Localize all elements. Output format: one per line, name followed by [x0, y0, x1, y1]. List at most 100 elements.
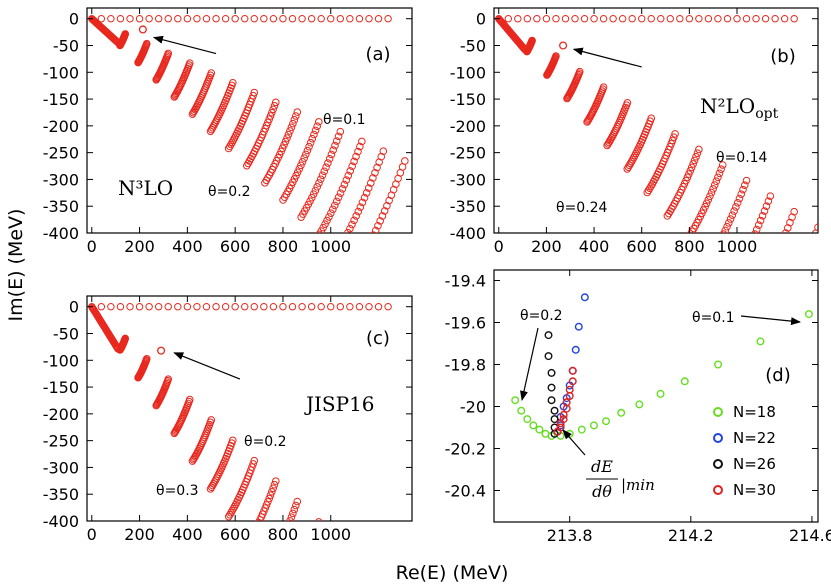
y-tick-label: -300 — [43, 170, 79, 189]
data-point — [164, 49, 173, 58]
data-point — [308, 193, 316, 202]
x-tick-label: 1000 — [717, 237, 758, 256]
data-point — [730, 207, 738, 215]
data-point — [209, 122, 218, 130]
data-point — [710, 181, 719, 189]
data-point — [107, 303, 115, 311]
y-tick-label: -400 — [43, 512, 79, 531]
y-tick-label: -50 — [53, 325, 79, 344]
data-point — [364, 184, 373, 192]
data-point-n-18 — [517, 406, 526, 415]
data-point — [279, 15, 287, 23]
data-point — [762, 202, 771, 210]
data-point — [754, 221, 763, 229]
data-point — [724, 219, 733, 227]
data-point — [643, 188, 652, 197]
panel-d: 213.8 214.2 214.6 -19.4-19.6-19.8-20-20.2-… — [445, 269, 831, 545]
panel-b-model-main: N²LO — [700, 94, 755, 118]
data-point-n-26 — [547, 383, 556, 392]
data-point — [352, 152, 360, 161]
data-point — [814, 223, 818, 232]
data-point — [260, 15, 268, 23]
data-point — [693, 149, 702, 157]
data-point — [289, 119, 297, 128]
data-point — [269, 303, 278, 311]
y-tick-label: 0 — [69, 10, 79, 29]
data-point — [271, 98, 280, 107]
data-point — [265, 494, 274, 503]
data-point — [164, 375, 173, 383]
y-tick-label: -300 — [450, 170, 486, 189]
data-point — [709, 185, 717, 193]
panel-a-label: (a) — [365, 44, 390, 65]
y-tick-label: -200 — [450, 117, 486, 136]
data-point — [624, 163, 633, 171]
data-point — [719, 230, 728, 233]
data-point — [346, 224, 354, 233]
data-point — [334, 132, 343, 141]
panel-a-arrow — [152, 35, 217, 55]
data-point — [336, 303, 345, 311]
y-tick-label: -20 — [460, 398, 486, 417]
data-point — [721, 226, 730, 233]
data-point — [758, 212, 767, 220]
data-point-n-26 — [547, 396, 556, 405]
data-point — [685, 15, 694, 23]
data-point — [358, 198, 367, 207]
data-point — [142, 355, 151, 363]
data-point — [638, 15, 646, 23]
data-point — [324, 159, 332, 167]
data-point — [599, 83, 608, 91]
data-point — [221, 15, 230, 23]
data-point — [329, 146, 337, 154]
y-tick-label: -400 — [450, 224, 486, 243]
data-point — [231, 15, 239, 23]
data-point — [298, 157, 307, 166]
panel-a-data-points — [88, 15, 409, 233]
data-point — [226, 142, 234, 151]
data-point — [135, 15, 144, 23]
panel-c-model-label: JISP16 — [304, 392, 375, 416]
data-point — [321, 220, 329, 228]
y-tick-label: 0 — [476, 10, 486, 29]
data-point-n-30 — [559, 410, 568, 419]
data-point — [202, 15, 211, 23]
x-tick-label: 214.2 — [668, 526, 714, 545]
data-point — [226, 510, 234, 519]
data-point-n-18 — [756, 337, 765, 346]
data-point-n-18 — [589, 421, 598, 430]
data-point-n-26 — [550, 415, 559, 424]
data-point — [552, 15, 560, 23]
data-point — [174, 15, 182, 23]
data-point — [287, 123, 296, 132]
panel-b-frame — [493, 7, 819, 234]
data-point — [266, 491, 275, 499]
data-point-n-18 — [565, 429, 574, 438]
panel-d-theta-left: θ=0.2 — [520, 308, 563, 324]
panel-c-theta-large: θ=0.3 — [156, 483, 199, 499]
data-point — [740, 181, 749, 189]
data-point-n-18 — [535, 425, 544, 434]
data-point — [733, 198, 742, 207]
data-point — [286, 517, 294, 521]
data-point — [348, 162, 356, 171]
data-point — [760, 207, 769, 215]
data-point — [329, 205, 337, 214]
data-point — [728, 211, 737, 219]
data-point — [737, 190, 746, 198]
data-point — [306, 138, 315, 147]
data-point — [514, 15, 522, 23]
data-point — [666, 15, 674, 23]
data-point — [580, 15, 589, 23]
data-point — [310, 130, 318, 139]
data-point — [356, 142, 364, 151]
data-point — [723, 222, 731, 231]
legend-marker — [713, 485, 723, 495]
data-point — [344, 228, 352, 233]
data-point — [97, 303, 106, 311]
panel-d-frame — [493, 269, 819, 523]
data-point — [338, 185, 347, 193]
y-tick-label: -150 — [43, 90, 79, 109]
data-point — [185, 59, 194, 68]
